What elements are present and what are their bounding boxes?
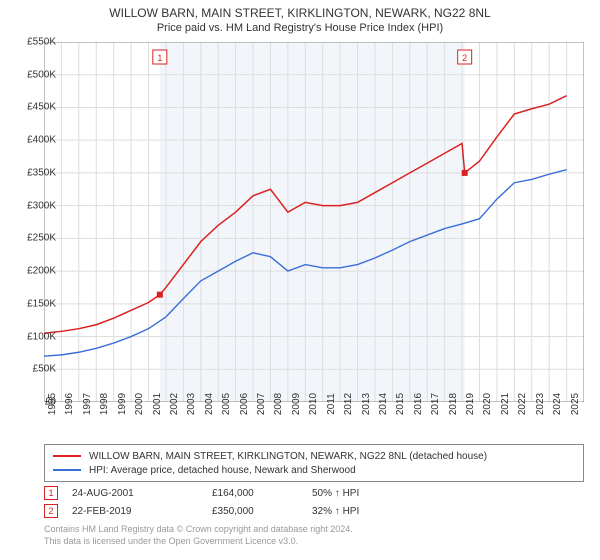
footnote: Contains HM Land Registry data © Crown c… <box>44 524 353 547</box>
y-tick-label: £400K <box>27 135 56 146</box>
x-tick-label: 2011 <box>326 393 337 415</box>
y-tick-label: £100K <box>27 331 56 342</box>
x-tick-label: 2006 <box>239 393 250 415</box>
y-tick-label: £300K <box>27 200 56 211</box>
sale-date: 22-FEB-2019 <box>72 506 212 517</box>
footnote-line: Contains HM Land Registry data © Crown c… <box>44 524 353 536</box>
x-tick-label: 2009 <box>291 393 302 415</box>
x-tick-label: 2016 <box>413 393 424 415</box>
sale-marker-icon: 1 <box>44 486 58 500</box>
y-tick-label: £250K <box>27 233 56 244</box>
chart-container: WILLOW BARN, MAIN STREET, KIRKLINGTON, N… <box>0 0 600 560</box>
x-tick-label: 2007 <box>256 393 267 415</box>
x-tick-label: 2002 <box>169 393 180 415</box>
sales-table: 1 24-AUG-2001 £164,000 50% ↑ HPI 2 22-FE… <box>44 484 412 520</box>
sale-row: 2 22-FEB-2019 £350,000 32% ↑ HPI <box>44 502 412 520</box>
y-tick-label: £150K <box>27 298 56 309</box>
x-tick-label: 2022 <box>517 393 528 415</box>
sale-price: £164,000 <box>212 488 312 499</box>
y-tick-label: £50K <box>33 364 56 375</box>
legend-label: HPI: Average price, detached house, Newa… <box>89 465 356 476</box>
chart-title: WILLOW BARN, MAIN STREET, KIRKLINGTON, N… <box>0 0 600 20</box>
plot-svg: 12 <box>44 42 584 402</box>
x-tick-label: 2004 <box>204 393 215 415</box>
y-tick-label: £500K <box>27 69 56 80</box>
x-tick-label: 2010 <box>308 393 319 415</box>
x-tick-label: 2023 <box>535 393 546 415</box>
svg-text:2: 2 <box>462 53 467 63</box>
sale-marker-number: 2 <box>48 506 53 516</box>
y-tick-label: £450K <box>27 102 56 113</box>
sale-price: £350,000 <box>212 506 312 517</box>
x-tick-label: 2017 <box>430 393 441 415</box>
plot-area: 12 <box>44 42 584 402</box>
x-tick-label: 2001 <box>152 393 163 415</box>
x-tick-label: 2025 <box>570 393 581 415</box>
legend-label: WILLOW BARN, MAIN STREET, KIRKLINGTON, N… <box>89 451 487 462</box>
x-tick-label: 2015 <box>395 393 406 415</box>
sale-row: 1 24-AUG-2001 £164,000 50% ↑ HPI <box>44 484 412 502</box>
sale-diff: 32% ↑ HPI <box>312 506 412 517</box>
x-tick-label: 2019 <box>465 393 476 415</box>
sale-marker-icon: 2 <box>44 504 58 518</box>
chart-subtitle: Price paid vs. HM Land Registry's House … <box>0 20 600 38</box>
y-tick-label: £200K <box>27 266 56 277</box>
x-tick-label: 1997 <box>82 393 93 415</box>
legend-swatch <box>53 455 81 457</box>
sale-diff: 50% ↑ HPI <box>312 488 412 499</box>
x-tick-label: 2005 <box>221 393 232 415</box>
x-tick-label: 2013 <box>361 393 372 415</box>
x-tick-label: 2000 <box>134 393 145 415</box>
x-tick-label: 2012 <box>343 393 354 415</box>
x-tick-label: 2003 <box>186 393 197 415</box>
x-tick-label: 2021 <box>500 393 511 415</box>
legend-swatch <box>53 469 81 471</box>
x-tick-label: 2020 <box>482 393 493 415</box>
x-tick-label: 1996 <box>64 393 75 415</box>
x-tick-label: 2024 <box>552 393 563 415</box>
x-tick-label: 2018 <box>448 393 459 415</box>
footnote-line: This data is licensed under the Open Gov… <box>44 536 353 548</box>
x-tick-label: 2014 <box>378 393 389 415</box>
y-tick-label: £350K <box>27 167 56 178</box>
y-tick-label: £550K <box>27 37 56 48</box>
x-tick-label: 2008 <box>273 393 284 415</box>
x-tick-label: 1995 <box>47 393 58 415</box>
x-tick-label: 1999 <box>117 393 128 415</box>
legend-item: WILLOW BARN, MAIN STREET, KIRKLINGTON, N… <box>53 449 575 463</box>
sale-marker-number: 1 <box>48 488 53 498</box>
sale-date: 24-AUG-2001 <box>72 488 212 499</box>
svg-text:1: 1 <box>157 53 162 63</box>
legend: WILLOW BARN, MAIN STREET, KIRKLINGTON, N… <box>44 444 584 482</box>
x-tick-label: 1998 <box>99 393 110 415</box>
legend-item: HPI: Average price, detached house, Newa… <box>53 463 575 477</box>
